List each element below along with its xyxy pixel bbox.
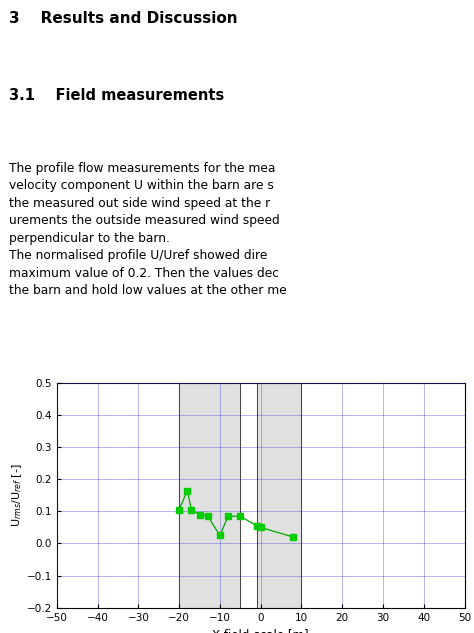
Text: 3    Results and Discussion: 3 Results and Discussion [9, 11, 238, 26]
Bar [179, 383, 240, 608]
Y-axis label: U$_{rms}$/U$_{ref}$ [-]: U$_{rms}$/U$_{ref}$ [-] [10, 463, 24, 527]
X-axis label: X field-scale [m]: X field-scale [m] [212, 628, 309, 633]
Bar [256, 383, 301, 608]
Text: The profile flow measurements for the mea
velocity component U within the barn a: The profile flow measurements for the me… [9, 161, 287, 297]
Text: 3.1    Field measurements: 3.1 Field measurements [9, 88, 225, 103]
Text: ATB Potsdam: ATB Potsdam [6, 370, 83, 380]
